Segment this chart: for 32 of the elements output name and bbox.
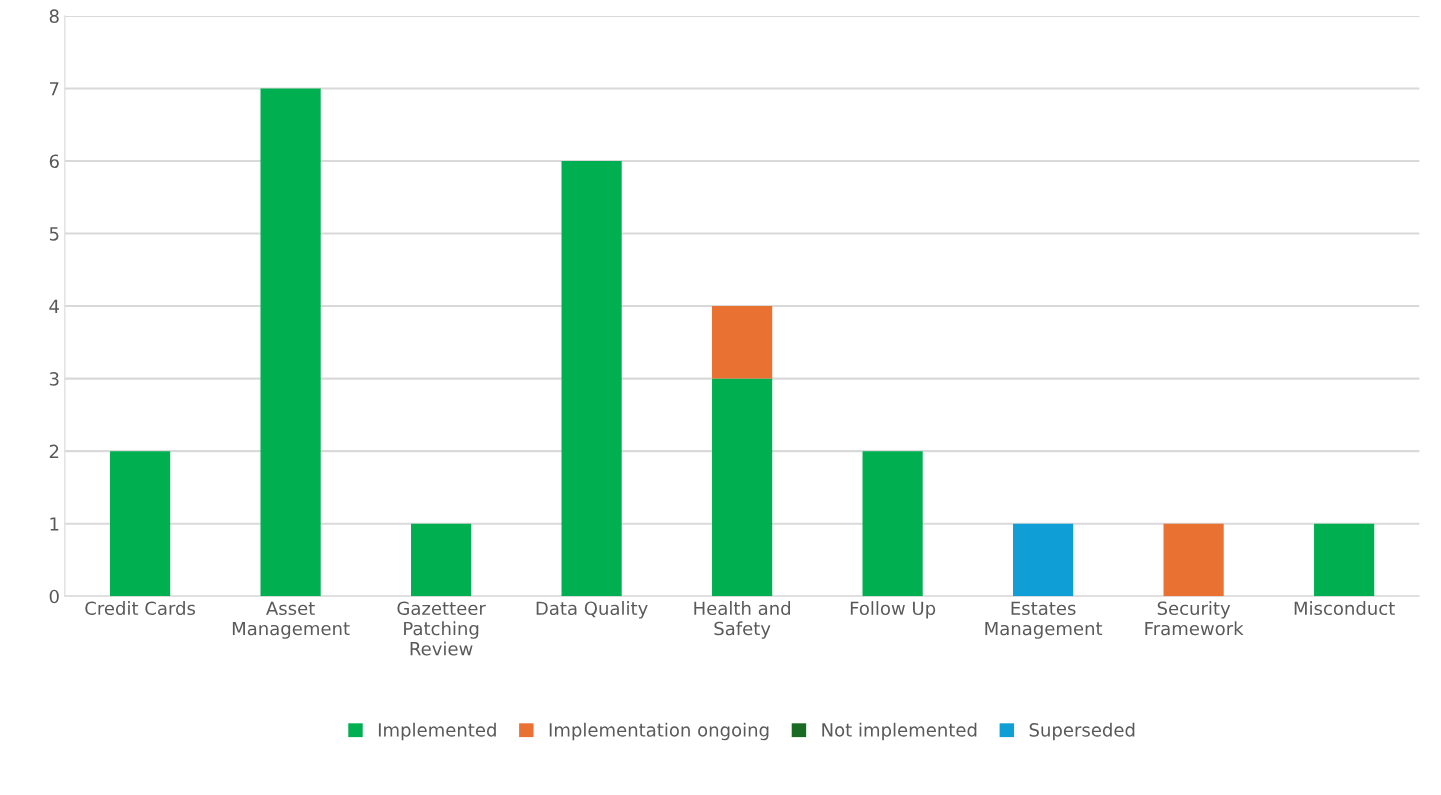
- legend-label: Implemented: [378, 722, 496, 741]
- y-tick-label: 3: [49, 372, 59, 386]
- x-tick-label: Estates Management: [985, 601, 1103, 639]
- y-tick-label: 6: [49, 154, 59, 169]
- legend-label: Implementation ongoing: [549, 722, 769, 741]
- y-tick-label: 4: [49, 299, 59, 313]
- bar: [411, 523, 472, 597]
- y-tick-label: 2: [49, 444, 59, 459]
- y-tick-label: 5: [49, 227, 59, 241]
- x-tick-label: Data Quality: [536, 601, 648, 619]
- x-tick-label: Misconduct: [1294, 601, 1395, 616]
- bar: [1314, 523, 1375, 597]
- bar: [260, 88, 321, 597]
- bar: [712, 378, 773, 597]
- x-tick-label: Health and Safety: [694, 601, 790, 639]
- bar: [561, 160, 622, 597]
- x-tick-label: Credit Cards: [85, 601, 196, 616]
- bar: [712, 306, 773, 379]
- y-tick-label: 8: [49, 9, 59, 24]
- x-tick-label: Security Framework: [1145, 601, 1244, 636]
- y-tick-label: 0: [49, 589, 59, 604]
- legend-label: Superseded: [1029, 722, 1135, 741]
- bar: [1163, 523, 1224, 597]
- legend-label: Not implemented: [822, 722, 977, 741]
- bar: [1013, 523, 1074, 597]
- bar: [862, 451, 923, 597]
- x-tick-label: Asset Management: [232, 601, 350, 639]
- y-tick-label: 1: [50, 517, 59, 531]
- bar: [110, 451, 171, 597]
- x-tick-label: Follow Up: [850, 601, 936, 619]
- x-tick-label: Gazetteer Patching Review: [397, 601, 486, 656]
- y-tick-label: 7: [49, 82, 59, 96]
